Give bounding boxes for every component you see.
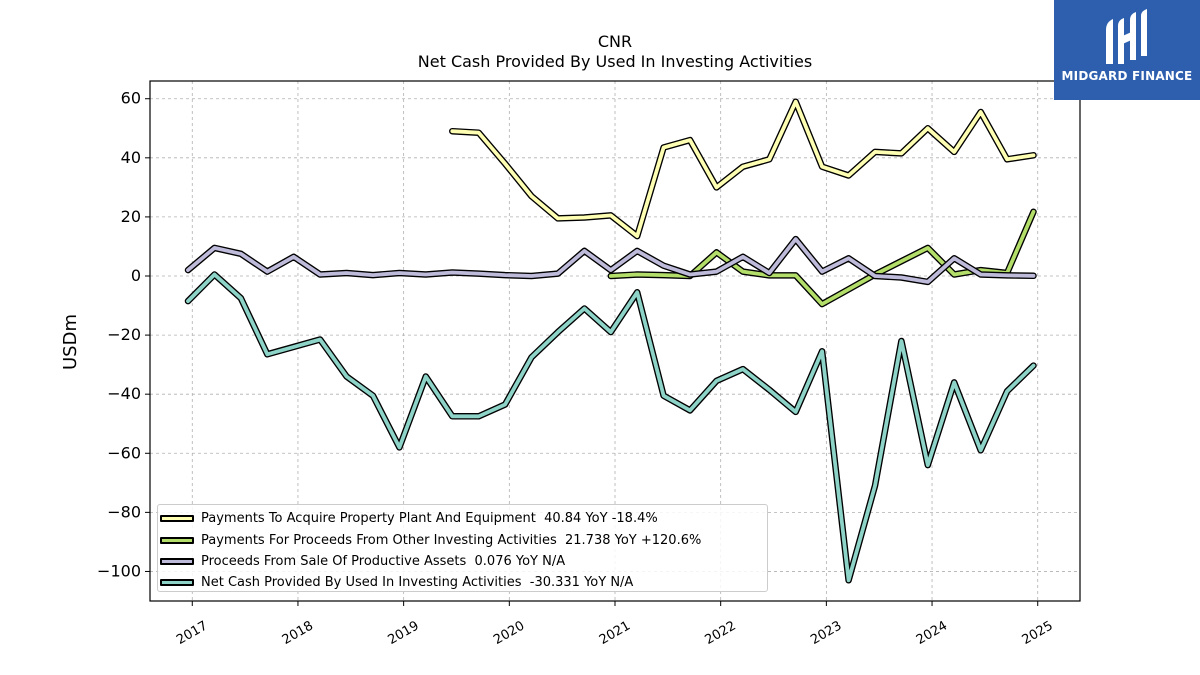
- chart-title: CNR: [598, 32, 632, 51]
- x-tick-label: 2023: [808, 618, 844, 648]
- legend-swatch: [160, 557, 194, 565]
- legend-swatch: [160, 515, 194, 523]
- x-tick-label: 2024: [914, 618, 950, 648]
- series-line-2: [607, 208, 1037, 308]
- y-tick-label: 40: [121, 148, 141, 167]
- y-tick-label: −20: [107, 325, 141, 344]
- x-axis: 2017 2018 2019 2020 2021 2022 2023 2024 2025: [174, 601, 1056, 648]
- x-tick-label: 2017: [174, 618, 210, 648]
- y-tick-label: −40: [107, 384, 141, 403]
- series-stroke: [186, 272, 1036, 583]
- legend-item: Net Cash Provided By Used In Investing A…: [158, 572, 767, 593]
- series-line-1: [449, 98, 1037, 240]
- y-tick-label: 60: [121, 89, 141, 108]
- y-tick-label: 0: [131, 266, 141, 285]
- legend-label: Net Cash Provided By Used In Investing A…: [201, 575, 634, 591]
- x-tick-label: 2020: [491, 618, 527, 648]
- legend: Payments To Acquire Property Plant And E…: [157, 504, 768, 592]
- series-line-4: [184, 271, 1037, 584]
- legend-swatch: [160, 536, 194, 544]
- legend-item: Payments To Acquire Property Plant And E…: [158, 508, 767, 529]
- brand-mark-icon: [1106, 9, 1147, 64]
- y-tick-label: −60: [107, 443, 141, 462]
- x-tick-label: 2018: [280, 618, 316, 648]
- legend-swatch: [160, 579, 194, 587]
- series-stroke: [608, 209, 1036, 307]
- y-tick-label: −100: [97, 561, 141, 580]
- brand-logo: MIDGARD FINANCE: [1054, 0, 1200, 100]
- legend-label: Proceeds From Sale Of Productive Assets …: [201, 553, 566, 569]
- plot-lines: [184, 98, 1037, 584]
- legend-item: Proceeds From Sale Of Productive Assets …: [158, 551, 767, 572]
- series-stroke: [186, 237, 1036, 284]
- brand-name: MIDGARD FINANCE: [1061, 69, 1193, 83]
- series-stroke: [450, 99, 1036, 239]
- y-axis: −100 −80 −60 −40 −20 0 20 40 60: [97, 89, 150, 580]
- x-tick-label: 2019: [385, 618, 421, 648]
- legend-label: Payments To Acquire Property Plant And E…: [201, 511, 658, 527]
- y-axis-label: USDm: [60, 314, 81, 370]
- chart-subtitle: Net Cash Provided By Used In Investing A…: [418, 52, 812, 71]
- y-tick-label: 20: [121, 207, 141, 226]
- y-tick-label: −80: [107, 502, 141, 521]
- series-outline: [607, 208, 1037, 308]
- series-line-3: [184, 235, 1037, 286]
- x-tick-label: 2021: [597, 618, 633, 648]
- legend-label: Payments For Proceeds From Other Investi…: [201, 532, 702, 548]
- legend-item: Payments For Proceeds From Other Investi…: [158, 529, 767, 550]
- x-tick-label: 2025: [1020, 618, 1056, 648]
- x-tick-label: 2022: [703, 618, 739, 648]
